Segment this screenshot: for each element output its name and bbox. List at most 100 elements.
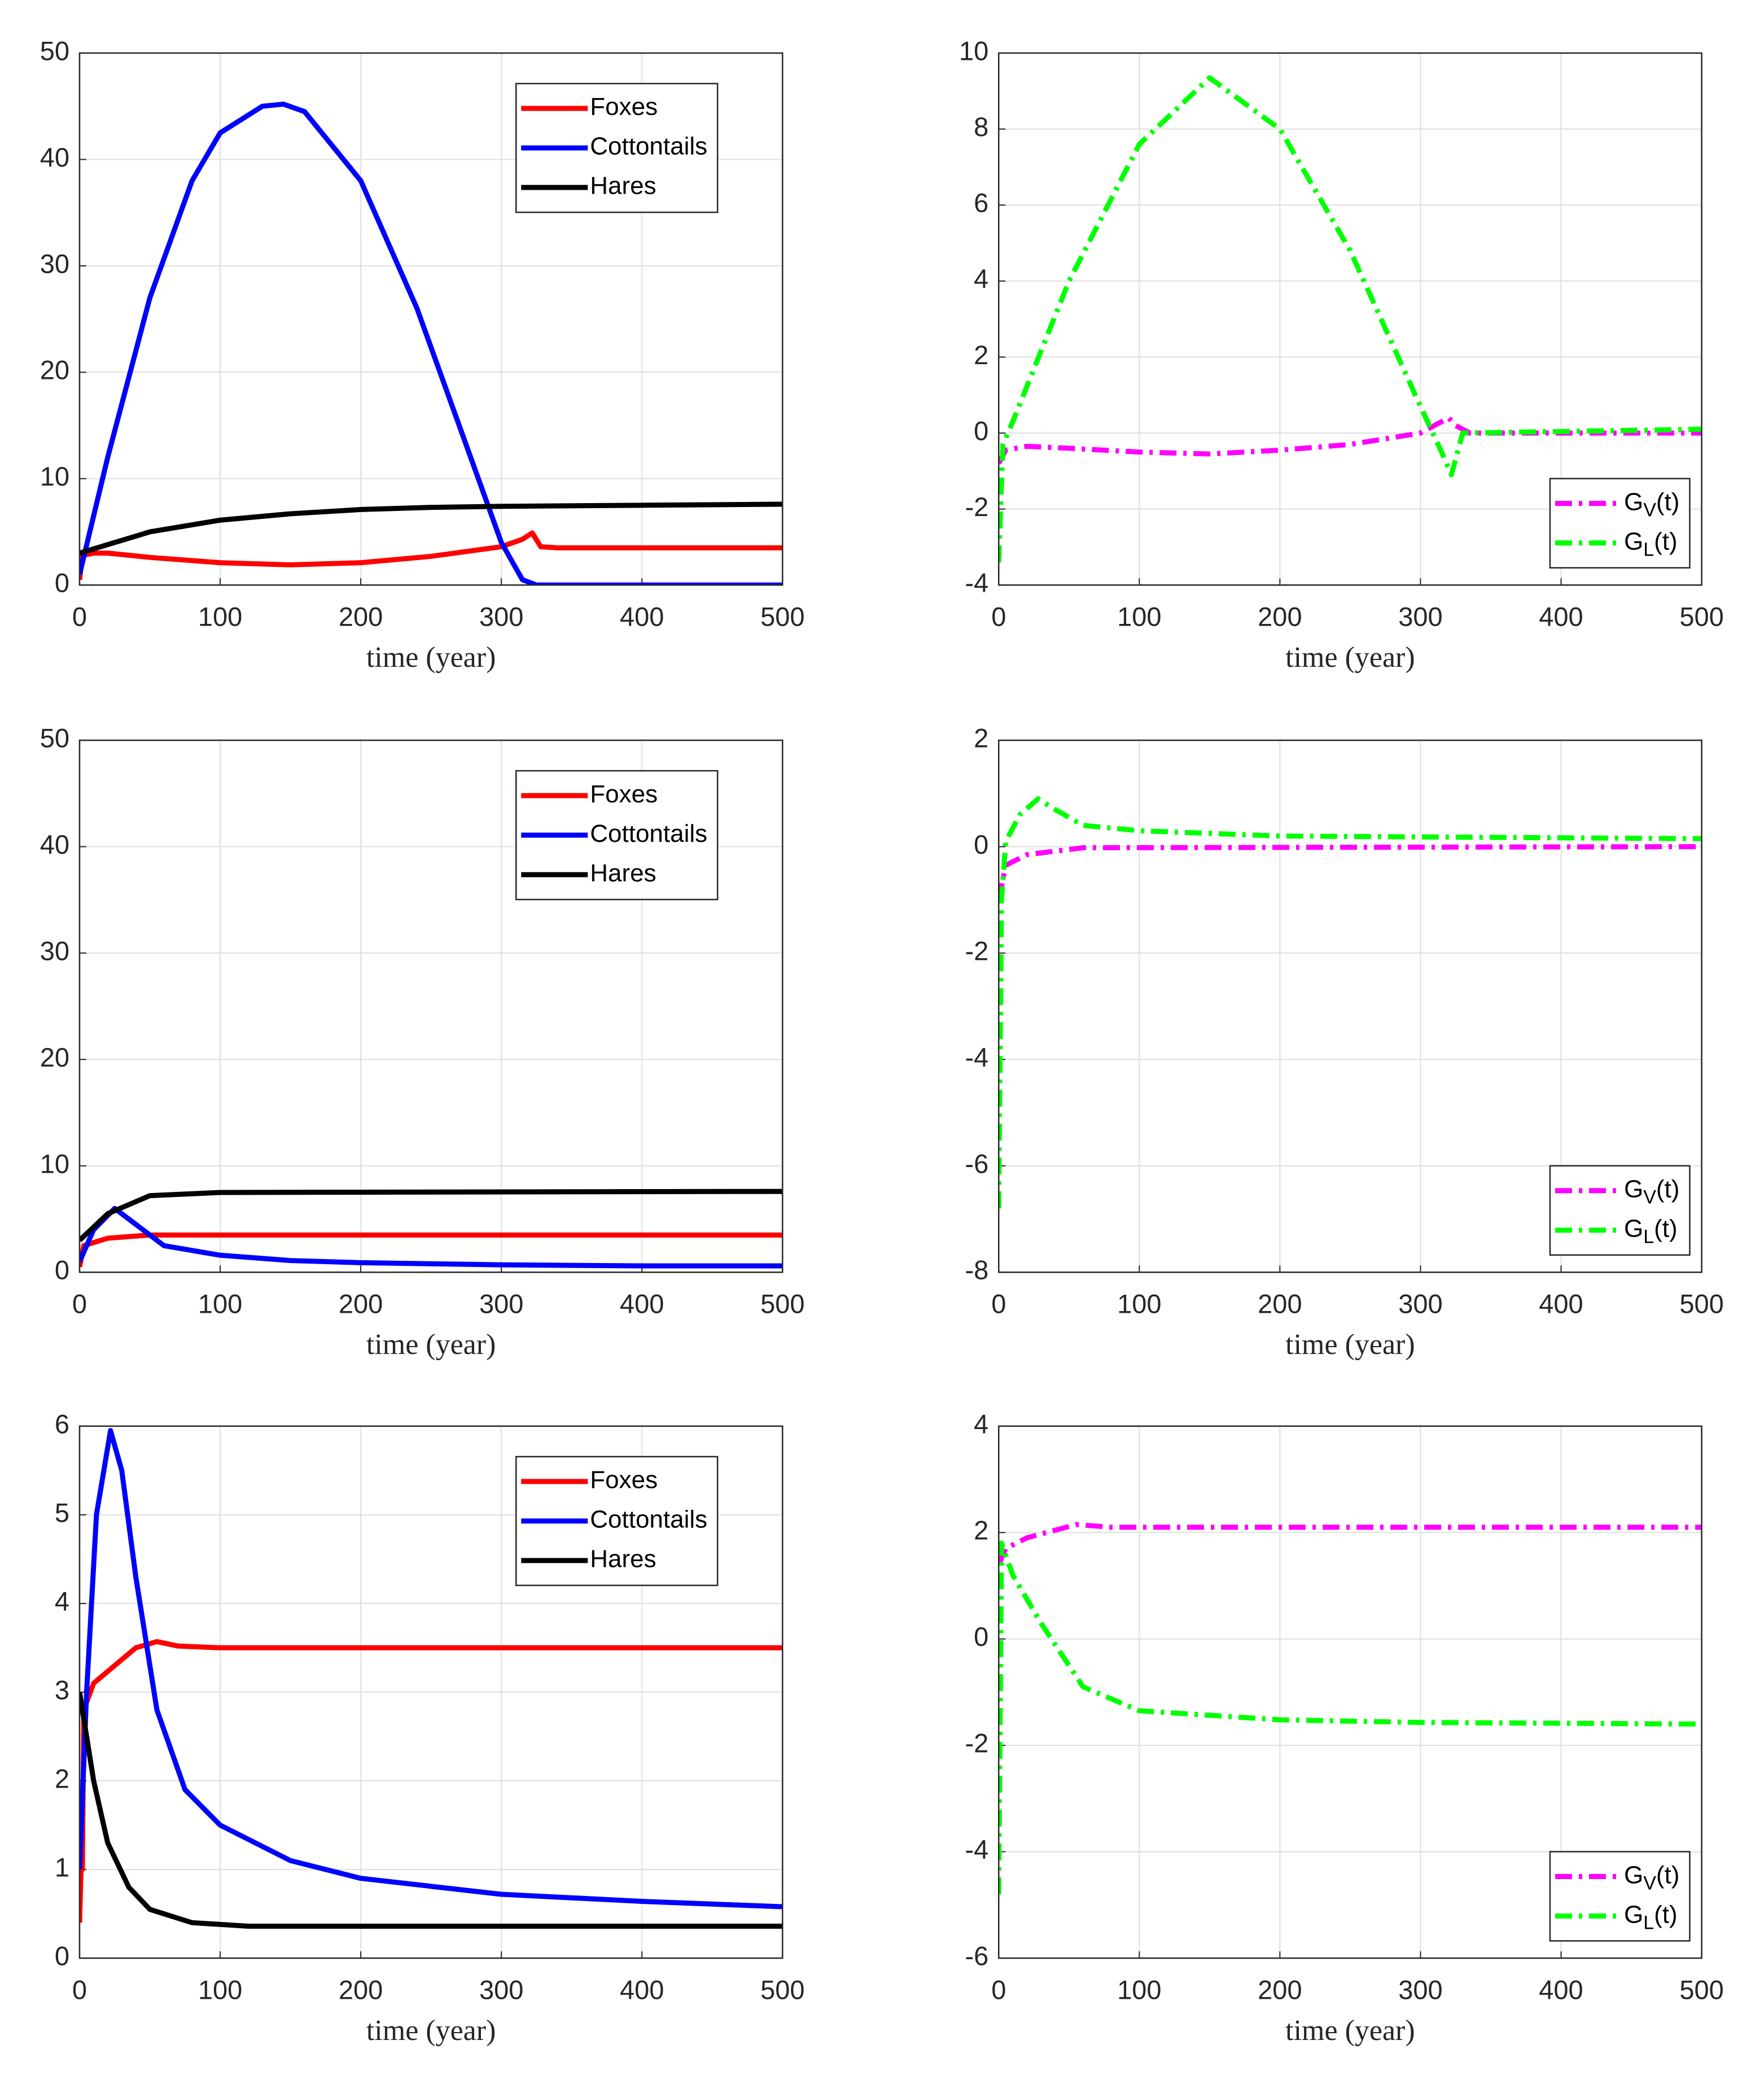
- x-axis-label: time (year): [366, 641, 496, 674]
- series-line: [79, 1692, 783, 1929]
- series-line: [79, 101, 783, 586]
- legend: Foxes Cottontails Hares: [515, 770, 719, 901]
- x-axis-label: time (year): [1285, 2015, 1415, 2047]
- legend-label: Cottontails: [590, 820, 707, 847]
- x-tick-label: 200: [1258, 1289, 1302, 1319]
- subplot: 0 100 200 300 400 500 -6 -4 -2 0 2 4 time (year) GV(t…: [965, 1409, 1723, 2047]
- x-axis-label: time (year): [366, 1329, 496, 1361]
- legend: GV(t) GL(t): [1549, 1851, 1691, 1942]
- x-tick-label: 400: [1539, 1974, 1583, 2004]
- x-tick-label: 400: [620, 1289, 664, 1319]
- y-tick-label: -8: [965, 1255, 988, 1285]
- x-tick-label: 400: [1539, 1289, 1583, 1319]
- y-tick-label: 2: [974, 1515, 988, 1545]
- x-tick-label: 100: [1117, 602, 1161, 632]
- subplot: 0 100 200 300 400 500 -8 -6 -4 -2 0 2 time (year) GV(…: [965, 723, 1723, 1361]
- y-tick-label: -6: [965, 1941, 988, 1971]
- x-tick-label: 100: [1117, 1289, 1161, 1319]
- x-tick-label: 300: [1398, 1974, 1442, 2004]
- axes-box: [998, 52, 1702, 586]
- y-tick-label: 0: [974, 416, 988, 445]
- x-tick-label: 0: [72, 602, 87, 632]
- y-tick-label: 4: [974, 1409, 988, 1439]
- y-tick-label: -4: [965, 1834, 988, 1864]
- legend-label: Hares: [590, 859, 656, 887]
- axes-box: [78, 52, 783, 586]
- y-tick-label: 5: [55, 1497, 69, 1527]
- x-tick-label: 0: [991, 1289, 1006, 1319]
- series-line: [79, 1428, 783, 1910]
- x-axis-label: time (year): [1285, 1329, 1415, 1361]
- legend: GV(t) GL(t): [1549, 478, 1691, 569]
- x-tick-label: 200: [1258, 602, 1302, 632]
- y-tick-label: 6: [974, 188, 988, 218]
- y-tick-label: 20: [40, 1042, 69, 1072]
- x-tick-label: 0: [72, 1289, 87, 1319]
- x-tick-label: 200: [1258, 1974, 1302, 2004]
- series-line: [999, 844, 1702, 901]
- legend-box: [1549, 1851, 1691, 1942]
- x-tick-label: 500: [1679, 1289, 1723, 1319]
- legend-box: [1549, 1165, 1691, 1256]
- y-tick-label: -2: [965, 1728, 988, 1758]
- x-tick-label: 100: [198, 602, 242, 632]
- x-tick-label: 400: [1539, 602, 1583, 632]
- x-tick-label: 500: [1679, 1974, 1723, 2004]
- subplot: 0 100 200 300 400 500 -4 -2 0 2 4 6 8 10 time (year) GV…: [959, 36, 1724, 674]
- x-tick-label: 500: [760, 1289, 804, 1319]
- y-tick-label: 1: [55, 1852, 69, 1882]
- legend-box: [1549, 478, 1691, 569]
- x-tick-label: 200: [339, 602, 383, 632]
- y-tick-label: -4: [965, 1042, 988, 1072]
- x-tick-label: 0: [991, 1974, 1006, 2004]
- x-tick-label: 500: [760, 602, 804, 632]
- y-tick-label: 4: [974, 264, 988, 294]
- x-tick-label: 400: [620, 1974, 664, 2004]
- legend-label: Foxes: [590, 780, 658, 808]
- y-tick-label: -6: [965, 1148, 988, 1178]
- x-tick-label: 300: [479, 602, 523, 632]
- y-tick-label: 40: [40, 142, 69, 172]
- legend-label: GV(t): [1624, 1861, 1679, 1894]
- x-axis-label: time (year): [366, 2015, 496, 2047]
- x-tick-label: 200: [339, 1289, 383, 1319]
- x-tick-label: 0: [72, 1974, 87, 2004]
- legend: Foxes Cottontails Hares: [515, 82, 719, 213]
- axes-box: [998, 739, 1702, 1273]
- y-tick-label: -4: [965, 568, 988, 598]
- y-tick-label: 40: [40, 829, 69, 859]
- legend-label: GL(t): [1624, 1901, 1678, 1933]
- y-tick-label: 10: [40, 1148, 69, 1178]
- legend-label: Cottontails: [590, 1506, 707, 1534]
- y-tick-label: 8: [974, 112, 988, 142]
- y-tick-label: 2: [55, 1763, 69, 1793]
- y-tick-label: 4: [55, 1586, 69, 1616]
- legend-label: Foxes: [590, 1466, 658, 1494]
- x-tick-label: 100: [198, 1289, 242, 1319]
- y-tick-label: 20: [40, 355, 69, 385]
- y-tick-label: 3: [55, 1675, 69, 1705]
- y-tick-label: 10: [40, 461, 69, 491]
- legend-label: GV(t): [1624, 488, 1679, 521]
- legend-label: GL(t): [1624, 1214, 1678, 1247]
- legend-label: Hares: [590, 1545, 656, 1573]
- x-tick-label: 0: [991, 602, 1006, 632]
- axes-box: [998, 1425, 1702, 1959]
- subplot: 0 100 200 300 400 500 0 1 2 3 4 5 6 time (year) Foxes C…: [55, 1409, 805, 2047]
- x-tick-label: 300: [479, 1289, 523, 1319]
- series-line: [999, 415, 1702, 465]
- series-line: [999, 796, 1702, 1209]
- legend-label: GL(t): [1624, 527, 1678, 560]
- series-line: [999, 1522, 1702, 1566]
- legend-label: Hares: [590, 172, 656, 200]
- x-tick-label: 400: [620, 602, 664, 632]
- series-line: [999, 1540, 1702, 1895]
- legend: Foxes Cottontails Hares: [515, 1456, 719, 1587]
- y-tick-label: 30: [40, 248, 69, 278]
- series-line: [79, 530, 783, 580]
- series-line: [999, 75, 1702, 562]
- x-tick-label: 500: [1679, 602, 1723, 632]
- legend-label: GV(t): [1624, 1175, 1679, 1208]
